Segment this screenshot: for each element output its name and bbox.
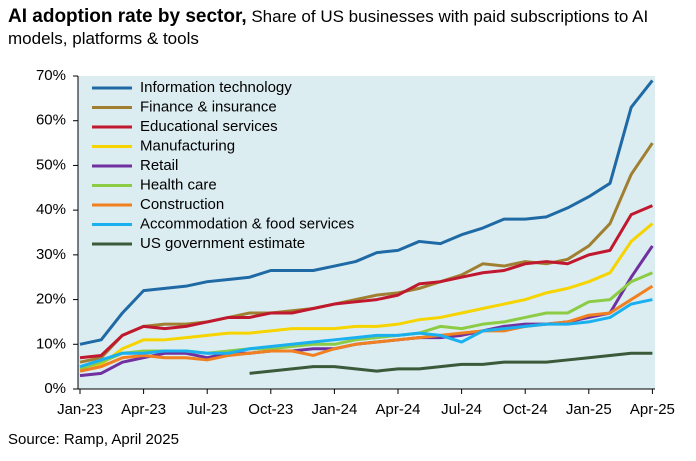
source-note: Source: Ramp, April 2025: [8, 431, 179, 448]
series-line: [79, 79, 654, 346]
x-tick-label: Jan-25: [566, 401, 612, 418]
series-line: [249, 351, 653, 375]
x-tick-label: Oct-23: [248, 401, 293, 418]
chart-subtitle: Share of US businesses with paid subscri…: [8, 7, 649, 48]
x-tick-label: Apr-24: [375, 401, 420, 418]
x-tick-label: Jul-24: [441, 401, 482, 418]
legend-label: Educational services: [140, 118, 278, 135]
y-tick-label: 30%: [36, 246, 66, 263]
y-tick-label: 40%: [36, 201, 66, 218]
legend-label: US government estimate: [140, 235, 305, 252]
y-tick-label: 50%: [36, 156, 66, 173]
series-line: [79, 222, 654, 369]
legend-label: Finance & insurance: [140, 98, 277, 115]
x-tick-label: Jul-23: [187, 401, 228, 418]
legend-label: Construction: [140, 196, 224, 213]
legend-label: Manufacturing: [140, 137, 235, 154]
x-tick-label: Jan-23: [57, 401, 103, 418]
x-tick-label: Apr-23: [121, 401, 166, 418]
y-tick-label: 20%: [36, 291, 66, 308]
series-line: [79, 298, 653, 369]
legend-label: Retail: [140, 157, 178, 174]
y-tick-label: 0%: [44, 380, 66, 397]
x-tick-label: Oct-24: [503, 401, 548, 418]
legend-label: Information technology: [140, 79, 292, 96]
y-tick-label: 10%: [36, 335, 66, 352]
series-line: [79, 204, 653, 360]
y-tick-label: 70%: [36, 67, 66, 84]
chart-heading: AI adoption rate by sector, Share of US …: [8, 6, 678, 50]
y-tick-label: 60%: [36, 112, 66, 129]
legend-label: Accommodation & food services: [140, 215, 354, 232]
x-tick-label: Jan-24: [311, 401, 357, 418]
x-tick-label: Apr-25: [630, 401, 675, 418]
legend-label: Health care: [140, 176, 217, 193]
chart-title: AI adoption rate by sector,: [8, 6, 247, 27]
